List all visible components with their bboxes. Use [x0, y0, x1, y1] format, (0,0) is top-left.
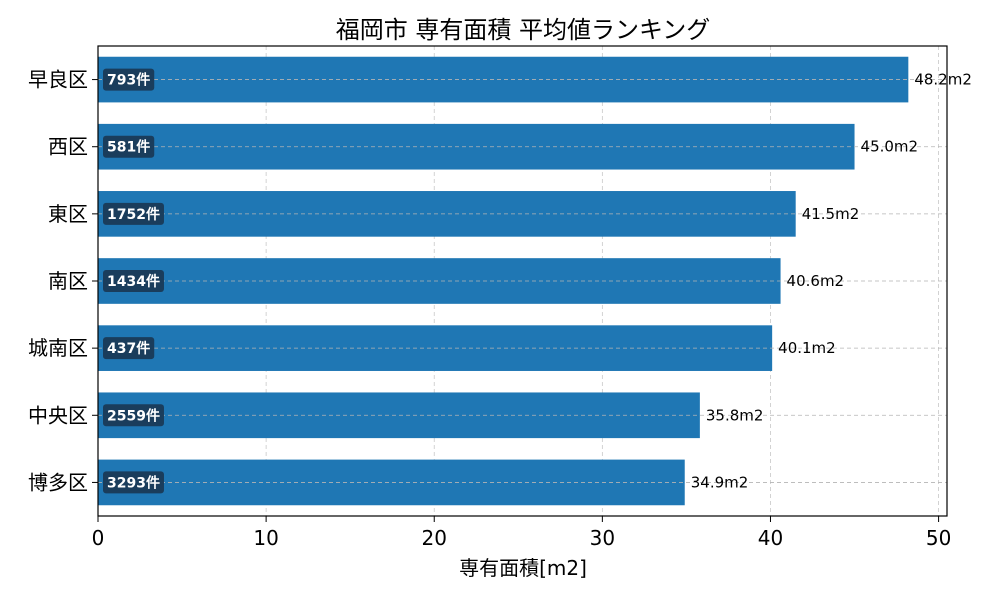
x-tick-label: 30: [590, 526, 615, 550]
x-tick-label: 20: [422, 526, 447, 550]
x-tick-label: 0: [92, 526, 105, 550]
value-label: 40.1m2: [778, 339, 836, 357]
category-label: 博多区: [28, 470, 88, 494]
count-badge: 1752件: [103, 202, 164, 225]
category-label: 南区: [48, 269, 88, 293]
bar: [98, 459, 685, 506]
count-badge-background: [103, 270, 164, 292]
x-tick-label: 40: [758, 526, 783, 550]
count-label: 437件: [107, 340, 150, 357]
value-label: 45.0m2: [861, 138, 919, 156]
count-label: 581件: [107, 139, 150, 156]
value-label: 40.6m2: [787, 272, 845, 290]
category-label: 西区: [48, 135, 88, 159]
count-badge-background: [103, 471, 164, 494]
count-badge: 581件: [103, 135, 155, 158]
count-badge: 1434件: [103, 270, 164, 292]
count-badge-background: [103, 337, 155, 360]
count-badge-background: [103, 202, 164, 225]
bar: [98, 258, 781, 304]
x-tick-label: 50: [926, 526, 951, 550]
count-badge-background: [103, 68, 155, 91]
value-label: 34.9m2: [691, 473, 749, 491]
value-label: 35.8m2: [706, 406, 764, 424]
count-badge: 793件: [103, 68, 155, 91]
count-badge-background: [103, 404, 164, 427]
count-badge: 2559件: [103, 404, 164, 427]
count-label: 1752件: [107, 206, 160, 223]
chart-title: 福岡市 専有面積 平均値ランキング: [336, 16, 711, 44]
x-axis-label: 専有面積[m2]: [459, 556, 587, 580]
bar-layer: 48.2m2 793件 45.0m2 581件 41.5m2 1752件 40.6m2 143…: [98, 56, 972, 506]
value-label: 48.2m2: [914, 71, 972, 89]
category-label: 東区: [48, 202, 88, 226]
count-label: 2559件: [107, 407, 160, 424]
bar: [98, 191, 796, 237]
category-label: 中央区: [28, 403, 88, 427]
count-badge: 437件: [103, 337, 155, 360]
category-label: 早良区: [28, 68, 88, 92]
count-label: 1434件: [107, 273, 160, 290]
count-badge: 3293件: [103, 471, 164, 494]
category-label: 城南区: [28, 336, 88, 360]
count-label: 3293件: [107, 474, 160, 491]
count-badge-background: [103, 135, 155, 158]
count-label: 793件: [107, 72, 150, 89]
x-tick-label: 10: [253, 526, 278, 550]
value-label: 41.5m2: [802, 205, 860, 223]
